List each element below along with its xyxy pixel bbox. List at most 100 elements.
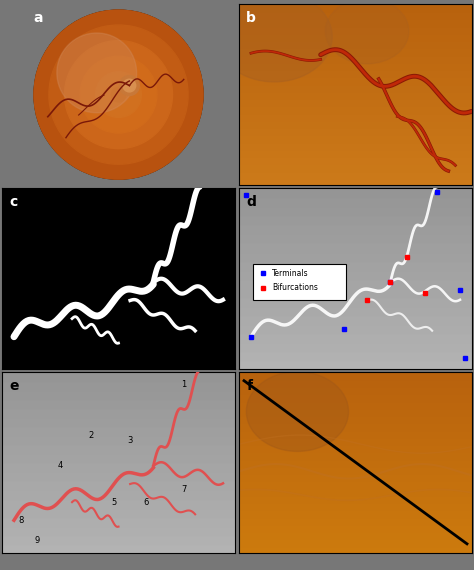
Circle shape — [216, 0, 332, 82]
Circle shape — [325, 0, 409, 64]
Bar — [2, 481, 235, 490]
Bar — [239, 206, 472, 215]
Bar — [239, 372, 472, 379]
Bar — [239, 351, 472, 360]
Bar — [239, 360, 472, 369]
Bar — [239, 473, 472, 481]
Bar — [239, 91, 472, 98]
Bar — [239, 315, 472, 324]
Bar — [239, 333, 472, 342]
Bar — [239, 113, 472, 120]
Bar — [239, 84, 472, 91]
Bar — [239, 451, 472, 459]
Bar — [239, 26, 472, 33]
Bar — [239, 386, 472, 393]
Circle shape — [33, 10, 204, 180]
Bar — [2, 399, 235, 408]
Bar — [239, 188, 472, 197]
Bar — [239, 156, 472, 164]
Bar — [2, 490, 235, 499]
Bar — [2, 471, 235, 481]
Text: 8: 8 — [18, 516, 24, 525]
Bar — [239, 401, 472, 408]
Bar — [239, 142, 472, 149]
Circle shape — [119, 76, 139, 96]
Bar — [239, 415, 472, 422]
Bar — [239, 393, 472, 401]
Bar — [239, 178, 472, 185]
Bar — [239, 135, 472, 142]
Bar — [239, 251, 472, 260]
Bar — [2, 408, 235, 417]
Bar — [239, 105, 472, 113]
Bar — [239, 437, 472, 444]
Bar — [239, 225, 472, 234]
Bar — [239, 62, 472, 69]
Bar — [239, 502, 472, 510]
Bar — [2, 417, 235, 426]
Bar — [239, 127, 472, 135]
Bar — [2, 544, 235, 553]
Bar — [2, 390, 235, 399]
Circle shape — [49, 25, 188, 164]
Bar — [239, 11, 472, 18]
Bar — [2, 444, 235, 453]
Bar — [239, 197, 472, 206]
Bar — [239, 98, 472, 105]
Text: e: e — [9, 379, 19, 393]
Bar — [239, 260, 472, 270]
Text: Bifurcations: Bifurcations — [272, 283, 318, 292]
Text: a: a — [33, 11, 43, 25]
Text: 7: 7 — [181, 485, 186, 494]
Bar — [239, 531, 472, 539]
Bar — [239, 242, 472, 251]
Bar — [253, 264, 346, 300]
Bar — [239, 18, 472, 26]
Circle shape — [64, 40, 173, 149]
Text: Terminals: Terminals — [272, 269, 309, 278]
Text: d: d — [246, 196, 256, 209]
Bar — [239, 288, 472, 297]
Bar — [239, 488, 472, 495]
Text: 2: 2 — [88, 430, 93, 439]
Bar — [2, 426, 235, 435]
Bar — [239, 342, 472, 351]
Bar — [2, 499, 235, 508]
Bar — [239, 422, 472, 430]
Bar — [2, 535, 235, 544]
Bar — [239, 466, 472, 473]
Bar — [2, 507, 235, 516]
Text: 5: 5 — [111, 498, 117, 507]
Bar — [2, 462, 235, 471]
Bar — [2, 435, 235, 444]
Bar — [239, 47, 472, 55]
Bar — [239, 55, 472, 62]
Text: c: c — [9, 196, 18, 209]
Bar — [239, 306, 472, 315]
Text: 4: 4 — [58, 461, 63, 470]
Text: 1: 1 — [181, 380, 186, 389]
Bar — [239, 408, 472, 415]
Bar — [239, 297, 472, 306]
Bar — [239, 379, 472, 386]
Circle shape — [123, 79, 136, 92]
Bar — [2, 381, 235, 390]
Circle shape — [111, 87, 126, 102]
Bar — [239, 171, 472, 178]
Bar — [239, 270, 472, 279]
Bar — [239, 459, 472, 466]
Text: 3: 3 — [128, 436, 133, 445]
Bar — [239, 545, 472, 553]
Bar — [2, 453, 235, 462]
Text: 6: 6 — [144, 498, 149, 507]
Bar — [2, 372, 235, 381]
Bar — [239, 4, 472, 11]
Bar — [2, 516, 235, 526]
Bar — [239, 510, 472, 516]
Text: b: b — [246, 11, 256, 25]
Circle shape — [246, 372, 348, 451]
Bar — [239, 40, 472, 47]
Bar — [2, 526, 235, 535]
Bar — [239, 539, 472, 545]
Bar — [239, 481, 472, 488]
